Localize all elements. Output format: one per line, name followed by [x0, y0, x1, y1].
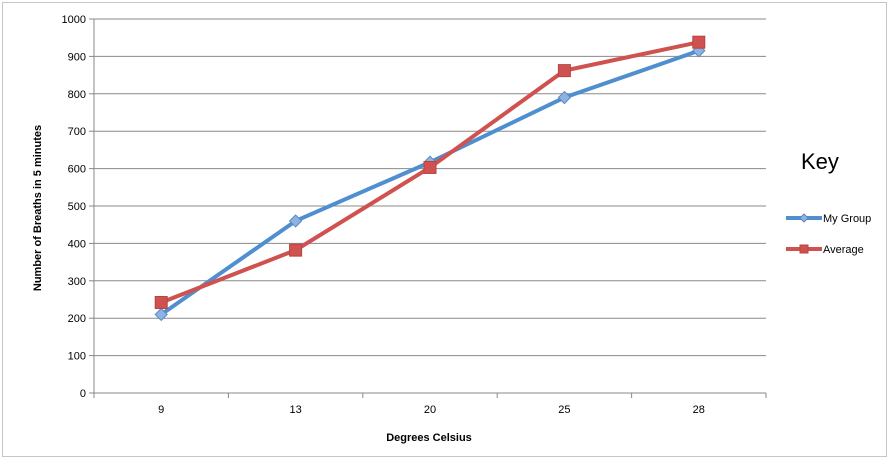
data-point-square [557, 64, 571, 78]
data-point-diamond [154, 307, 168, 322]
y-axis-ticks: 0 100 200 300 400 500 600 700 800 900 1000 [62, 14, 94, 400]
x-axis-ticks: 9 13 20 25 28 [93, 393, 767, 416]
data-point-square [289, 243, 303, 257]
legend-marker-square [799, 244, 809, 254]
legend-label: Average [823, 244, 864, 256]
y-tick-label: 500 [68, 201, 86, 213]
x-tick-label: 25 [558, 404, 570, 416]
y-tick-label: 600 [68, 164, 86, 176]
y-tick-label: 400 [68, 238, 86, 250]
y-tick-label: 200 [68, 313, 86, 325]
x-tick-label: 13 [289, 404, 301, 416]
y-tick-label: 700 [68, 126, 86, 138]
legend-label: My Group [823, 213, 871, 225]
data-point-square [692, 35, 706, 49]
y-tick-label: 0 [80, 388, 86, 400]
legend-item: My Group [786, 213, 871, 225]
data-point-diamond [288, 214, 303, 228]
data-point-square [154, 295, 168, 309]
y-tick-label: 300 [68, 276, 86, 288]
y-tick-label: 900 [68, 51, 86, 63]
x-axis-title: Degrees Celsius [386, 432, 472, 444]
legend-item: Average [786, 244, 864, 256]
data-point-diamond [557, 90, 572, 105]
series-average [154, 35, 706, 309]
legend: My Group Average [786, 213, 871, 256]
y-axis-title: Number of Breaths in 5 minutes [32, 125, 44, 291]
gridlines [94, 18, 766, 357]
y-tick-label: 100 [68, 351, 86, 363]
y-tick-label: 1000 [62, 14, 86, 26]
data-point-square [423, 160, 437, 174]
legend-marker-diamond [799, 213, 809, 223]
series-layer [154, 35, 706, 322]
x-tick-label: 20 [424, 404, 436, 416]
series-line [159, 48, 701, 317]
legend-title: Key [801, 149, 839, 174]
x-tick-label: 28 [693, 404, 705, 416]
x-tick-label: 9 [158, 404, 164, 416]
series-my-group [154, 44, 706, 322]
y-tick-label: 800 [68, 89, 86, 101]
